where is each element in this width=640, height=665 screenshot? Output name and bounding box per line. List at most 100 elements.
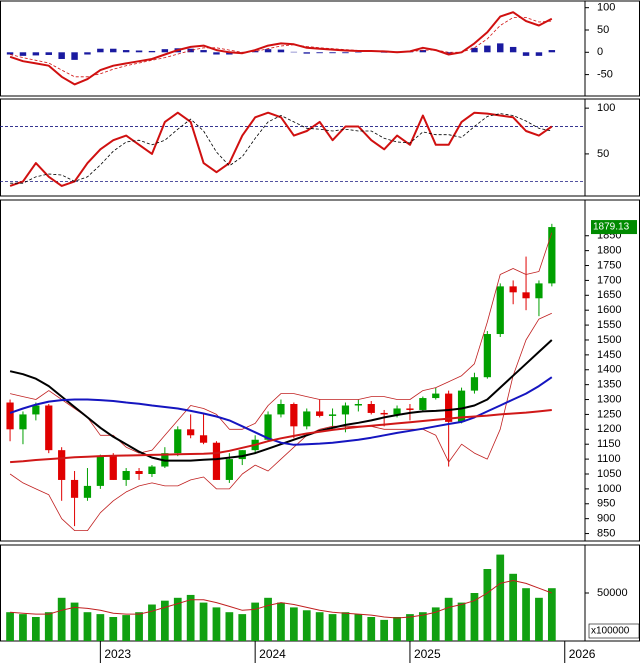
histogram-bar	[19, 52, 27, 56]
histogram-bar	[303, 52, 310, 54]
histogram-bar	[471, 47, 478, 53]
y-tick-label: 50000	[597, 587, 628, 599]
candle-body	[445, 393, 453, 422]
indicator-line	[10, 17, 552, 78]
y-tick-label: 1050	[597, 468, 621, 480]
y-tick-label: 1650	[597, 289, 621, 301]
histogram-bar	[484, 45, 491, 53]
y-tick-label: 1350	[597, 379, 621, 391]
y-tick-label: 0	[597, 46, 603, 58]
candle-body	[419, 398, 427, 410]
histogram-bar	[45, 52, 52, 55]
candle-body	[522, 292, 530, 299]
candle-body	[316, 411, 324, 416]
volume-bar	[148, 604, 156, 641]
candle-body	[96, 456, 104, 486]
histogram-bar	[419, 50, 427, 53]
candle-body	[212, 442, 221, 480]
histogram-bar	[548, 50, 556, 53]
volume-bar	[315, 612, 324, 641]
y-tick-label: 1500	[597, 334, 621, 346]
volume-bar	[212, 607, 221, 641]
histogram-bar	[200, 50, 207, 53]
x-tick-label: 2026	[569, 647, 596, 661]
candle-body	[303, 411, 311, 427]
candle-body	[496, 286, 504, 335]
histogram-bar	[6, 52, 14, 55]
volume-bar	[406, 614, 414, 641]
volume-bar	[302, 610, 311, 641]
candle-body	[19, 414, 27, 430]
candle-body	[264, 414, 272, 440]
indicator-line	[10, 232, 553, 454]
y-tick-label: 1400	[597, 364, 621, 376]
y-tick-label: 1100	[597, 453, 621, 465]
volume-bar	[496, 554, 505, 641]
candle-body	[341, 405, 350, 415]
histogram-bar	[251, 50, 259, 53]
y-tick-label: -50	[597, 68, 613, 80]
indicator-line	[9, 376, 553, 446]
volume-bar	[470, 593, 479, 641]
volume-bar	[264, 597, 272, 641]
candle-body	[174, 429, 182, 454]
histogram-bar	[58, 52, 65, 59]
candle-body	[70, 479, 79, 498]
y-tick-label: 50	[597, 24, 609, 36]
candle-body	[393, 408, 401, 415]
histogram-bar	[213, 52, 220, 55]
candle-body	[354, 404, 362, 406]
y-tick-label: 1300	[597, 393, 621, 405]
histogram-bar	[277, 49, 285, 53]
indicator-line	[10, 580, 552, 619]
y-tick-label: 1700	[597, 274, 621, 286]
y-tick-label: 1450	[597, 349, 621, 361]
volume-bar	[238, 614, 247, 641]
histogram-bar	[329, 52, 336, 54]
candle-body	[58, 450, 66, 480]
candle-body	[225, 459, 233, 480]
volume-bar	[393, 617, 401, 641]
volume-bar	[444, 597, 453, 641]
candle-body	[148, 466, 156, 474]
histogram-bar	[135, 50, 143, 53]
volume-bar	[160, 600, 169, 641]
candle-body	[380, 412, 388, 415]
indicator-line	[10, 409, 552, 464]
candle-body	[83, 485, 92, 498]
histogram-bar	[509, 46, 517, 53]
indicator-line	[9, 312, 552, 531]
candle-body	[199, 435, 208, 443]
histogram-bar	[497, 43, 504, 53]
volume-bar	[122, 615, 131, 641]
volume-bar	[509, 573, 518, 641]
histogram-bar	[97, 48, 104, 53]
candle-body	[187, 429, 195, 436]
histogram-bar	[110, 48, 117, 53]
y-tick-label: 100	[597, 102, 615, 114]
histogram-bar	[84, 52, 91, 55]
candle-body	[470, 377, 479, 391]
x-tick-label: 2023	[104, 647, 131, 661]
candle-body	[277, 404, 285, 415]
histogram-bar	[264, 49, 272, 53]
y-tick-label: 1600	[597, 304, 621, 316]
y-tick-label: 850	[597, 527, 615, 539]
histogram-bar	[161, 49, 169, 53]
candle-body	[535, 283, 543, 299]
volume-bar	[380, 619, 389, 641]
unit-box	[588, 623, 640, 639]
histogram-bar	[316, 52, 323, 54]
volume-bar	[367, 617, 376, 641]
panel-frame	[0, 199, 640, 542]
histogram-bar	[187, 48, 194, 53]
candle-body	[32, 405, 40, 415]
histogram-bar	[535, 52, 543, 56]
last-price-box	[591, 220, 637, 235]
histogram-bar	[342, 52, 349, 54]
y-tick-label: 1550	[597, 319, 621, 331]
x-tick-label: 2024	[259, 647, 286, 661]
volume-bar	[251, 602, 260, 641]
histogram-bar	[122, 50, 130, 53]
volume-bar	[31, 617, 40, 641]
